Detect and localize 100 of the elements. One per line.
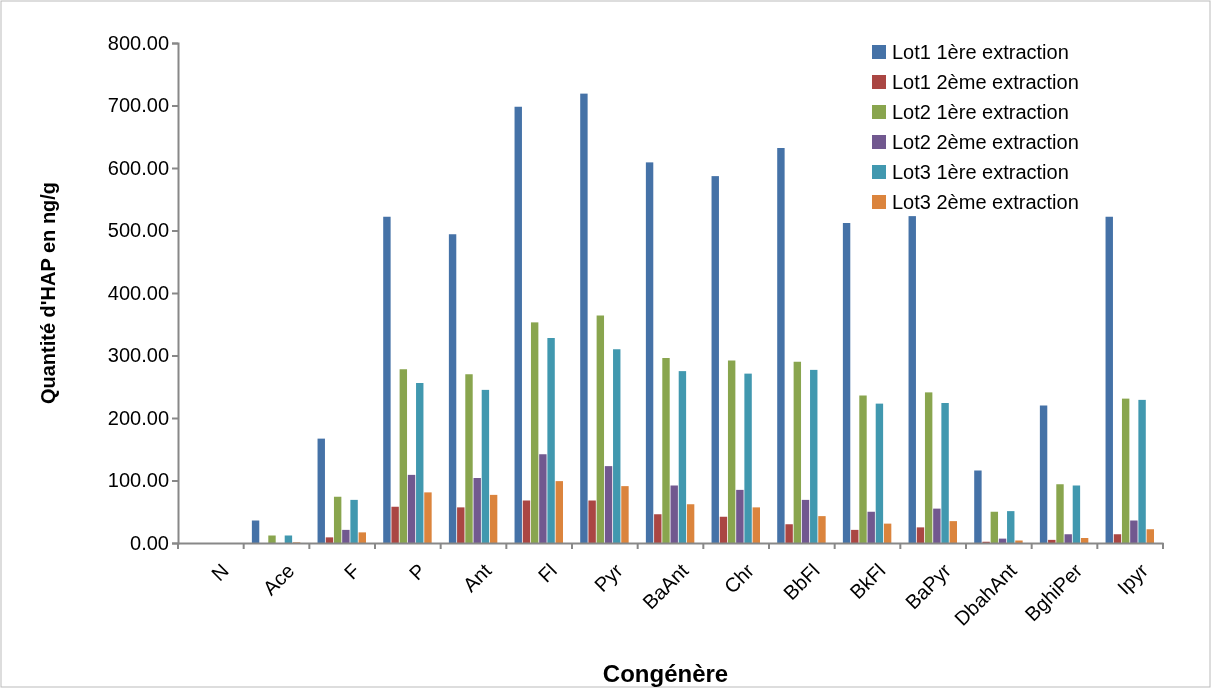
legend-label: Lot1 1ère extraction bbox=[892, 41, 1069, 63]
bar bbox=[1105, 216, 1113, 543]
bar bbox=[744, 373, 752, 543]
bar bbox=[530, 322, 539, 543]
bar bbox=[522, 500, 531, 543]
legend-label: Lot2 1ère extraction bbox=[892, 101, 1069, 123]
bar bbox=[1130, 520, 1138, 543]
bar bbox=[933, 508, 941, 543]
bar bbox=[785, 524, 793, 543]
bar bbox=[621, 486, 629, 543]
y-tick-label: 600.00 bbox=[107, 156, 169, 179]
bar bbox=[457, 507, 465, 543]
bar bbox=[867, 511, 875, 543]
bar bbox=[1080, 538, 1089, 543]
bar bbox=[333, 496, 342, 543]
bar bbox=[1138, 399, 1146, 543]
bar bbox=[990, 511, 999, 543]
bar bbox=[818, 516, 826, 543]
bar bbox=[473, 478, 481, 543]
bar bbox=[555, 481, 563, 543]
bar bbox=[1007, 511, 1015, 543]
bar bbox=[736, 489, 744, 543]
bar bbox=[596, 315, 605, 543]
x-tick-label: Ant bbox=[458, 559, 496, 597]
bar bbox=[588, 500, 596, 543]
bar bbox=[1072, 485, 1081, 543]
bar bbox=[1056, 484, 1064, 543]
legend-label: Lot1 2ème extraction bbox=[892, 71, 1079, 93]
bar bbox=[514, 106, 522, 543]
bar bbox=[777, 148, 785, 543]
bar bbox=[1146, 529, 1154, 543]
bar bbox=[547, 338, 555, 543]
y-tick-label: 300.00 bbox=[107, 344, 169, 367]
bar bbox=[670, 485, 678, 543]
bar bbox=[448, 234, 457, 543]
x-tick-label: F bbox=[339, 559, 365, 584]
bar bbox=[465, 374, 473, 543]
bar bbox=[481, 389, 490, 543]
bar bbox=[424, 492, 432, 543]
bar bbox=[416, 383, 424, 543]
y-tick-label: 200.00 bbox=[107, 406, 169, 429]
y-tick-label: 0.00 bbox=[130, 531, 169, 554]
bar bbox=[317, 438, 325, 543]
bar bbox=[908, 216, 916, 543]
y-tick-label: 100.00 bbox=[107, 469, 169, 492]
bar bbox=[842, 223, 851, 543]
x-tick-label: Pyr bbox=[589, 559, 627, 597]
bar bbox=[613, 349, 621, 543]
bar bbox=[810, 369, 818, 543]
y-tick-label: 700.00 bbox=[107, 94, 169, 117]
y-tick-label: 400.00 bbox=[107, 281, 169, 304]
bar bbox=[342, 529, 350, 543]
bar bbox=[941, 403, 949, 543]
x-tick-label: Chr bbox=[719, 559, 759, 598]
bar bbox=[711, 176, 719, 543]
bar bbox=[949, 521, 957, 543]
bar bbox=[391, 506, 399, 543]
bar bbox=[752, 507, 760, 543]
bar bbox=[859, 395, 867, 543]
bar bbox=[325, 537, 334, 543]
bar bbox=[727, 360, 736, 543]
bar bbox=[851, 529, 859, 543]
bar bbox=[719, 516, 728, 543]
bar bbox=[924, 392, 933, 543]
bar bbox=[268, 535, 276, 543]
bar bbox=[883, 523, 892, 543]
bar bbox=[974, 470, 982, 543]
legend-label: Lot2 2ème extraction bbox=[892, 131, 1079, 153]
x-tick-label: Ace bbox=[258, 559, 299, 600]
bar bbox=[580, 93, 588, 543]
legend-label: Lot3 1ère extraction bbox=[892, 161, 1069, 183]
x-tick-label: Fl bbox=[533, 559, 562, 587]
bar bbox=[358, 532, 366, 543]
bar bbox=[662, 358, 670, 543]
legend-label: Lot3 2ème extraction bbox=[892, 191, 1079, 213]
x-tick-label: Ipyr bbox=[1112, 559, 1153, 599]
bar bbox=[604, 466, 613, 543]
x-tick-label: P bbox=[404, 559, 430, 585]
bar bbox=[686, 504, 695, 543]
bar bbox=[350, 499, 358, 543]
bar bbox=[1121, 398, 1130, 543]
bar bbox=[1113, 534, 1122, 543]
y-tick-label: 800.00 bbox=[107, 31, 169, 54]
bar bbox=[678, 371, 687, 543]
bar bbox=[916, 527, 925, 543]
bar bbox=[489, 494, 498, 543]
x-axis-title: Congénère bbox=[602, 660, 729, 687]
y-tick-label: 500.00 bbox=[107, 219, 169, 242]
bar bbox=[383, 216, 391, 543]
y-axis-title: Quantité d'HAP en ng/g bbox=[37, 181, 59, 405]
bar bbox=[539, 454, 547, 543]
bar bbox=[875, 403, 884, 543]
bar bbox=[793, 361, 802, 543]
bar bbox=[1048, 539, 1056, 543]
bar bbox=[399, 369, 408, 543]
bar bbox=[251, 520, 260, 543]
bar bbox=[645, 162, 654, 543]
bar bbox=[1039, 405, 1048, 543]
bar bbox=[1064, 534, 1072, 543]
x-tick-label: N bbox=[206, 559, 233, 586]
